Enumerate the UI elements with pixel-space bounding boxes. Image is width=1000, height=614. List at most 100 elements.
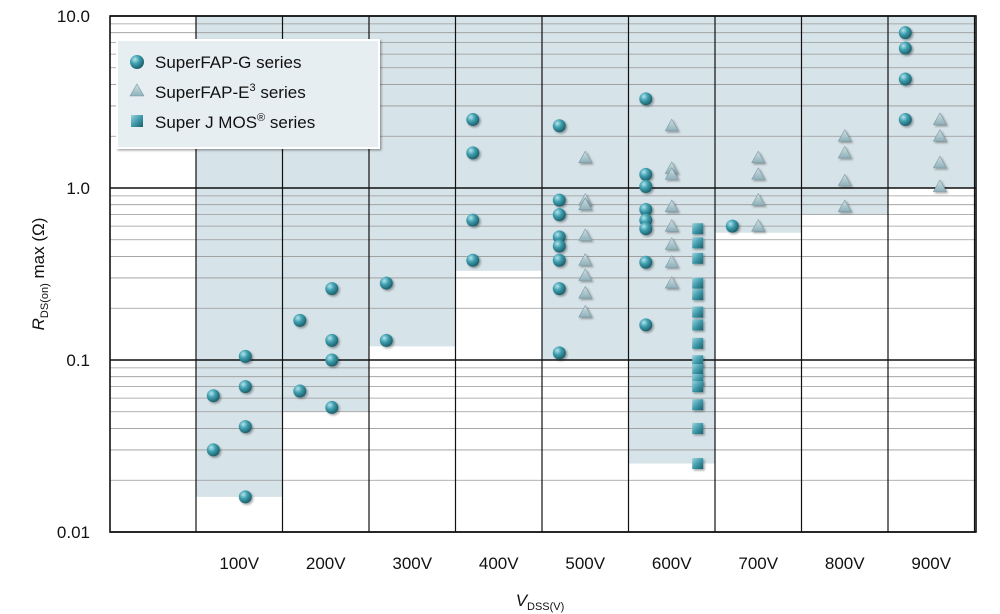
superfap-g-point [639,222,653,236]
superfap-g-point [206,389,220,403]
superfap-g-point [206,443,220,457]
x-tick-label: 600V [652,554,692,573]
superfap-e3-point [664,118,679,132]
superfap-g-point [552,253,566,267]
superfap-g-point [379,333,393,347]
x-axis-title-sub: DSS(V) [527,601,564,613]
superfap-e3-point [837,199,852,212]
superfap-e3-point [578,304,593,318]
superfap-g-point [325,333,339,347]
super-j-mos-point [692,289,704,301]
super-j-mos-point [692,277,704,289]
superfap-g-point [725,219,739,233]
super-j-mos-point [692,458,704,470]
legend-label-super-j-mos: Super J MOS® series [155,112,315,132]
superfap-g-point [898,26,912,40]
data-markers [206,26,947,504]
legend-square-marker-icon [131,115,143,127]
superfap-g-point [466,113,480,127]
x-axis-title-main: V [516,591,529,610]
superfap-g-point [325,282,339,296]
x-tick-label: 100V [219,554,259,573]
x-tick-label: 400V [479,554,519,573]
x-tick-label: 200V [306,554,346,573]
superfap-e3-point [837,129,852,142]
superfap-e3-point [578,150,593,164]
superfap-g-point [325,400,339,414]
super-j-mos-point [692,355,704,367]
superfap-e3-point [751,219,766,232]
x-tick-label: 300V [392,554,432,573]
plot-frame [109,15,977,533]
superfap-g-point [552,208,566,222]
legend-item-super-j-mos: Super J MOS® series [131,112,315,132]
superfap-g-point [466,213,480,227]
superfap-g-point [639,318,653,332]
grid-lines [109,15,977,533]
super-j-mos-point [692,364,704,376]
x-tick-label: 700V [738,554,778,573]
superfap-e3-point [578,285,593,299]
superfap-g-point [238,380,252,394]
superfap-g-point [293,384,307,398]
legend: SuperFAP-G series SuperFAP-E3 series Sup… [116,39,380,149]
superfap-g-point [238,349,252,363]
legend-triangle-marker-icon [129,83,145,97]
y-axis-title-main: R [29,318,48,330]
legend-item-superfap-g: SuperFAP-G series [130,53,301,72]
superfap-e3-point [751,167,766,180]
super-j-mos-point [692,252,704,264]
superfap-g-point [552,119,566,133]
superfap-g-point [639,202,653,216]
x-tick-label: 500V [565,554,605,573]
y-tick-label: 1.0 [66,179,90,198]
super-j-mos-point [692,337,704,349]
super-j-mos-point [692,223,704,235]
y-tick-label: 0.01 [57,523,90,542]
superfap-e3-point [664,237,679,250]
superfap-g-point [639,180,653,194]
superfap-g-point [325,353,339,367]
super-j-mos-point [692,422,704,434]
superfap-e3-point [751,150,766,164]
y-tick-label: 10.0 [57,7,90,26]
superfap-g-point [552,239,566,253]
superfap-g-point [466,253,480,267]
y-tick-label: 0.1 [66,351,90,370]
superfap-e3-point [578,197,593,210]
superfap-e3-point [932,129,947,142]
superfap-g-point [552,230,566,244]
super-j-mos-point [692,399,704,411]
superfap-e3-point [664,199,679,212]
y-axis-title-sub: DS(on) [39,283,51,318]
superfap-e3-point [578,268,593,281]
band-column-400v [455,16,543,271]
superfap-e3-point [578,228,593,241]
superfap-g-point [238,420,252,434]
superfap-g-point [898,41,912,55]
legend-label-superfap-e3: SuperFAP-E3 series [155,82,306,102]
superfap-g-point [552,193,566,207]
legend-item-superfap-e3: SuperFAP-E3 series [129,82,306,102]
y-axis-title: RDS(on) max (Ω) [29,218,51,331]
x-tick-label: 900V [911,554,951,573]
superfap-g-point [466,146,480,160]
x-tick-label: 800V [825,554,865,573]
legend-label-superfap-g: SuperFAP-G series [155,53,301,72]
superfap-e3-point [837,145,852,159]
x-axis-title: VDSS(V) [516,591,565,613]
band-column-300v [369,16,456,347]
band-column-900v [888,16,975,188]
superfap-e3-point [664,219,679,232]
superfap-g-point [552,346,566,360]
super-j-mos-point [692,237,704,249]
superfap-g-point [238,490,252,504]
super-j-mos-point [692,374,704,386]
superfap-g-point [639,92,653,106]
superfap-e3-point [578,253,593,266]
superfap-g-point [639,167,653,181]
super-j-mos-point [692,306,704,318]
superfap-g-point [639,255,653,269]
super-j-mos-point [692,381,704,393]
